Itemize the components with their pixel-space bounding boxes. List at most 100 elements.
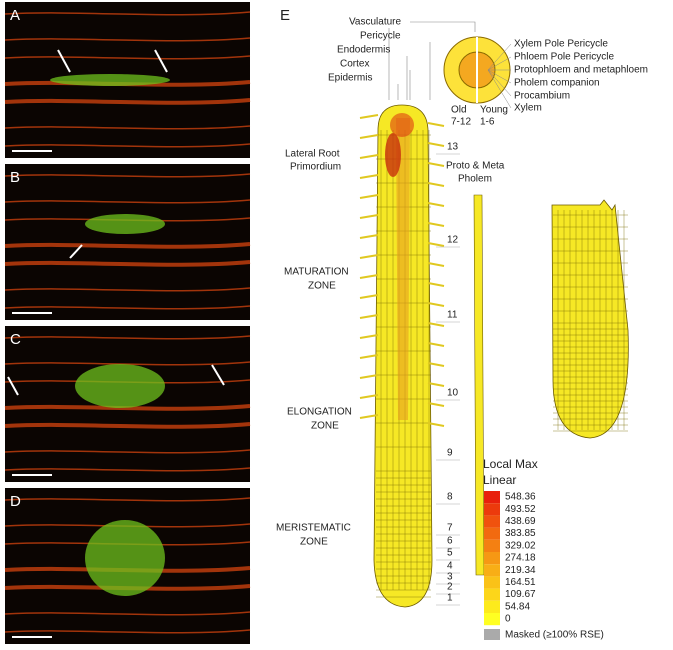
root-hair	[427, 242, 445, 247]
root-hair	[359, 334, 379, 339]
primordium	[85, 214, 165, 234]
zone-label: MATURATION	[284, 267, 349, 278]
root-hair	[359, 414, 379, 419]
legend-value: 219.34	[505, 565, 536, 576]
cell-wall	[4, 143, 251, 148]
cell-wall	[4, 467, 251, 472]
section-number: 5	[447, 548, 453, 559]
legend-value: 329.02	[505, 540, 536, 551]
section-number: 4	[447, 561, 453, 572]
cell-wall	[4, 11, 251, 16]
cs-label: Phloem Pole Pericycle	[514, 52, 614, 63]
root-hair	[359, 194, 379, 199]
root-hair	[359, 214, 379, 219]
section-number: 6	[447, 536, 453, 547]
section-number: 3	[447, 572, 453, 583]
root-hair	[359, 154, 379, 159]
lrp-label: Primordium	[290, 162, 341, 173]
leader	[487, 43, 512, 71]
cs-label: Xylem Pole Pericycle	[514, 39, 608, 50]
section-number: 12	[447, 235, 459, 246]
primordium	[75, 364, 165, 408]
legend-title: Local Max	[483, 457, 538, 471]
root-hair	[427, 282, 445, 287]
root-hair	[427, 142, 445, 147]
section-number: 10	[447, 388, 459, 399]
cell-wall	[4, 260, 251, 267]
section-number: 11	[447, 310, 458, 321]
root-hair	[359, 354, 379, 359]
legend-value: 164.51	[505, 577, 536, 588]
cs-age: Young	[480, 105, 508, 116]
root-hair	[427, 182, 445, 187]
legend-value: 383.85	[505, 528, 536, 539]
root-hair	[427, 202, 445, 207]
cell-wall	[4, 404, 251, 411]
tissue-label: Epidermis	[328, 73, 372, 84]
cs-age: 7-12	[451, 117, 471, 128]
lrp-label: Lateral Root	[285, 149, 340, 160]
cs-age: Old	[451, 105, 467, 116]
root-hair	[427, 422, 445, 427]
lateral-primordium	[385, 133, 401, 177]
cell-wall	[4, 611, 251, 616]
root-detail	[551, 199, 629, 439]
section-number: 8	[447, 492, 453, 503]
section-number: 7	[447, 523, 453, 534]
micrograph	[5, 164, 250, 320]
root-hair	[359, 234, 379, 239]
cs-label: Protophloem and metaphloem	[514, 65, 648, 76]
apex	[390, 113, 414, 137]
root-hair	[359, 294, 379, 299]
tissue-label: Cortex	[340, 59, 369, 70]
cell-wall	[4, 287, 251, 292]
legend-value: 548.36	[505, 492, 536, 503]
legend-swatch	[484, 629, 500, 640]
root-hair	[427, 122, 445, 127]
root-hair	[359, 254, 379, 259]
cell-wall	[4, 629, 251, 634]
zone-label: ZONE	[311, 421, 339, 432]
root-hair	[359, 374, 379, 379]
root-hair	[427, 362, 445, 367]
leader	[487, 69, 512, 97]
arrow	[7, 376, 19, 396]
root-hair	[427, 262, 445, 267]
root-hair	[427, 402, 445, 407]
vasculature	[396, 118, 410, 420]
section-number: 9	[447, 448, 453, 459]
legend-swatch	[484, 600, 500, 613]
arrow	[69, 244, 83, 259]
section-number: 13	[447, 142, 459, 153]
legend-value: 109.67	[505, 589, 536, 600]
root-hair	[427, 222, 445, 227]
tissue-label: Vasculature	[349, 17, 402, 28]
panel-e: E Vasculature Pericycle Endodermis Cortex Epi…	[276, 7, 648, 641]
panel-label: C	[10, 331, 21, 348]
cell-wall	[4, 55, 251, 60]
root-hair	[427, 382, 445, 387]
legend-scale: Linear	[483, 473, 516, 487]
micrographs: A B C D	[4, 2, 251, 644]
legend-value: 274.18	[505, 553, 536, 564]
arrow	[211, 364, 225, 386]
panel-label: B	[10, 169, 20, 186]
root-hair	[427, 302, 445, 307]
zone-label: ZONE	[308, 281, 336, 292]
legend-swatch	[484, 613, 500, 626]
arrow	[154, 49, 168, 73]
leader	[487, 69, 512, 84]
panel-label: A	[10, 7, 20, 24]
cs-age: 1-6	[480, 117, 495, 128]
zone-label: MERISTEMATIC	[276, 523, 351, 534]
cell-wall	[4, 422, 251, 429]
root-hair	[359, 314, 379, 319]
primordium	[50, 74, 170, 86]
legend-swatch	[484, 527, 500, 540]
root-hair	[359, 134, 379, 139]
root-hair	[359, 174, 379, 179]
legend-swatch	[484, 564, 500, 577]
legend-swatch	[484, 576, 500, 589]
cs-label: Procambium	[514, 91, 570, 102]
